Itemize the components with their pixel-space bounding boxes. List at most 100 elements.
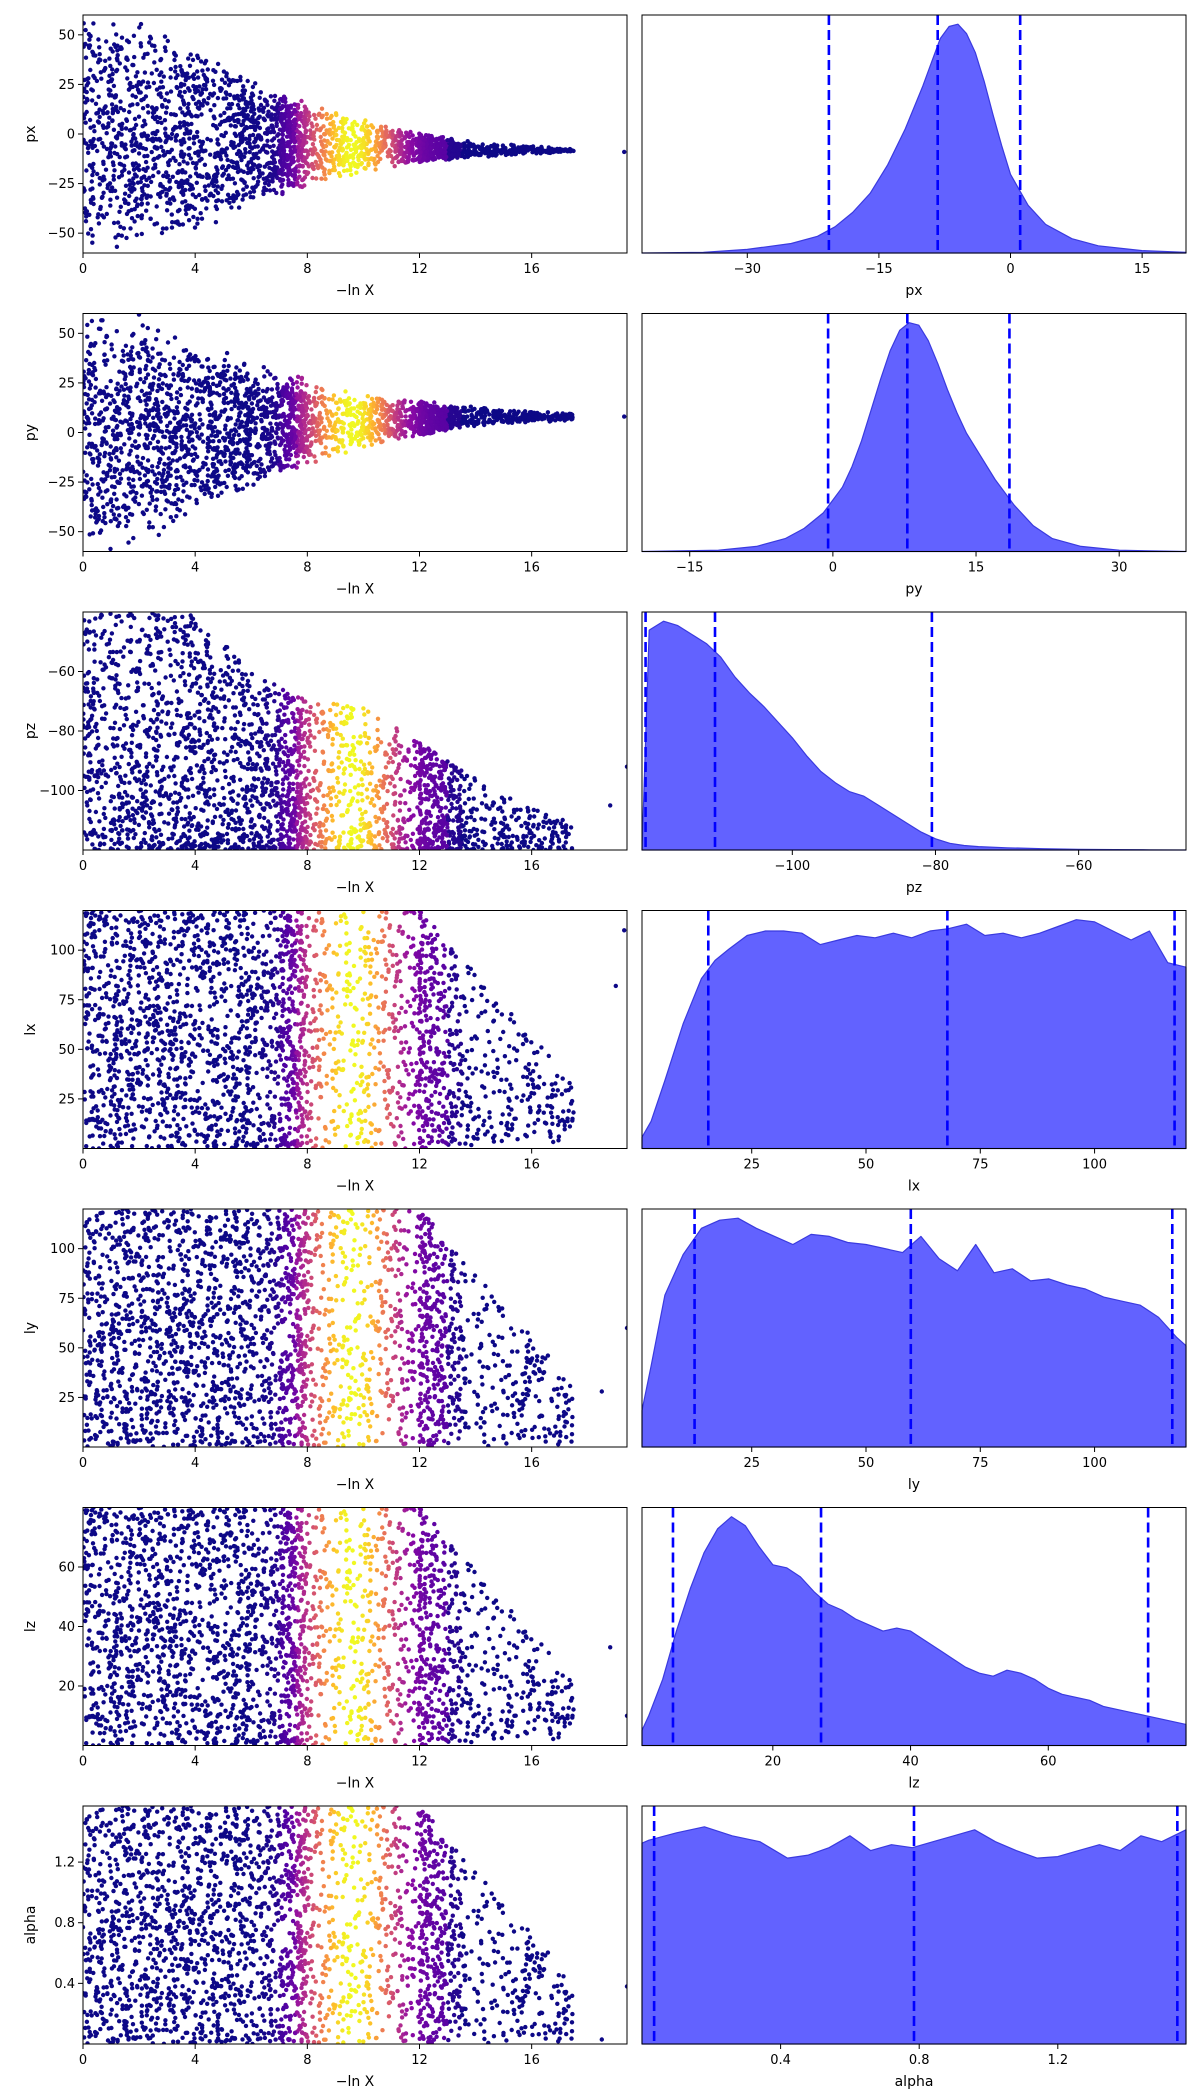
trace-point bbox=[222, 110, 227, 116]
trace-point bbox=[119, 162, 124, 167]
trace-point bbox=[195, 221, 200, 226]
trace-point bbox=[384, 132, 389, 137]
trace-point bbox=[291, 126, 297, 131]
trace-point bbox=[124, 211, 130, 217]
trace-point bbox=[129, 207, 134, 213]
trace-point bbox=[127, 422, 132, 427]
trace-point bbox=[435, 144, 440, 149]
trace-point bbox=[89, 502, 94, 508]
trace-point bbox=[90, 172, 95, 178]
trace-point bbox=[125, 518, 131, 524]
trace-point bbox=[267, 188, 273, 193]
trace-point bbox=[222, 451, 227, 457]
trace-point bbox=[338, 159, 343, 164]
trace-point bbox=[206, 449, 211, 454]
trace-point bbox=[249, 98, 254, 103]
trace-point bbox=[179, 94, 184, 99]
trace-point bbox=[286, 113, 291, 119]
trace-point bbox=[272, 106, 277, 112]
trace-point bbox=[165, 391, 170, 397]
trace-point bbox=[91, 161, 96, 167]
trace-point bbox=[199, 197, 205, 202]
trace-point bbox=[429, 139, 434, 144]
trace-point bbox=[171, 377, 177, 382]
trace-point bbox=[174, 396, 179, 401]
trace-point bbox=[411, 158, 416, 163]
trace-point bbox=[373, 167, 378, 172]
trace-point bbox=[219, 133, 224, 138]
trace-point bbox=[187, 136, 192, 141]
trace-point bbox=[134, 469, 140, 474]
trace-point bbox=[290, 150, 295, 155]
trace-point bbox=[96, 94, 101, 100]
trace-point bbox=[98, 206, 103, 212]
trace-point bbox=[191, 72, 197, 77]
trace-point bbox=[215, 137, 220, 142]
trace-point bbox=[398, 148, 403, 154]
trace-point bbox=[212, 103, 217, 108]
trace-point bbox=[134, 384, 139, 389]
trace-point bbox=[234, 151, 240, 157]
trace-point bbox=[221, 409, 227, 414]
trace-point bbox=[160, 104, 165, 109]
trace-point bbox=[308, 128, 313, 133]
trace-point bbox=[181, 489, 186, 494]
trace-point bbox=[157, 154, 162, 159]
trace-point bbox=[121, 226, 127, 231]
trace-point bbox=[262, 470, 268, 475]
trace-point bbox=[327, 141, 333, 146]
trace-point bbox=[269, 387, 275, 392]
trace-point bbox=[277, 442, 283, 448]
trace-point bbox=[126, 170, 132, 175]
trace-point bbox=[177, 222, 182, 227]
trace-point bbox=[205, 175, 210, 180]
trace-point bbox=[132, 148, 137, 153]
trace-point bbox=[125, 386, 130, 391]
trace-point bbox=[281, 128, 286, 133]
trace-point bbox=[332, 164, 337, 169]
trace-point bbox=[458, 142, 464, 148]
trace-point bbox=[193, 403, 199, 408]
trace-point bbox=[83, 426, 88, 431]
trace-point bbox=[99, 442, 104, 448]
trace-point bbox=[267, 467, 272, 473]
trace-point bbox=[99, 76, 104, 81]
trace-point bbox=[184, 211, 189, 217]
trace-point bbox=[238, 74, 243, 80]
trace-point bbox=[268, 94, 274, 99]
trace-point bbox=[91, 169, 96, 174]
trace-point bbox=[179, 149, 184, 154]
trace-point bbox=[317, 410, 323, 416]
trace-point bbox=[168, 473, 173, 478]
trace-point bbox=[277, 168, 282, 174]
trace-point bbox=[195, 75, 201, 80]
trace-point bbox=[101, 470, 106, 475]
trace-point bbox=[190, 57, 196, 63]
trace-point bbox=[271, 187, 277, 193]
trace-point bbox=[239, 404, 244, 410]
trace-point bbox=[256, 406, 262, 412]
trace-point bbox=[205, 356, 211, 362]
trace-point bbox=[255, 179, 261, 184]
trace-point bbox=[181, 464, 186, 469]
trace-point bbox=[486, 420, 491, 425]
trace-point bbox=[117, 154, 122, 160]
trace-point bbox=[248, 194, 253, 200]
trace-point bbox=[102, 454, 107, 459]
trace-point bbox=[322, 153, 327, 158]
trace-point bbox=[202, 162, 208, 167]
trace-point bbox=[222, 80, 228, 86]
trace-point bbox=[148, 36, 154, 41]
trace-point bbox=[132, 126, 137, 131]
trace-point bbox=[284, 143, 290, 149]
trace-point bbox=[210, 178, 215, 184]
trace-point bbox=[571, 148, 576, 154]
trace-point bbox=[98, 70, 104, 75]
trace-point bbox=[237, 368, 242, 373]
trace-point bbox=[297, 174, 302, 179]
trace-point bbox=[329, 113, 334, 119]
trace-point bbox=[193, 113, 199, 119]
trace-point bbox=[190, 438, 195, 443]
